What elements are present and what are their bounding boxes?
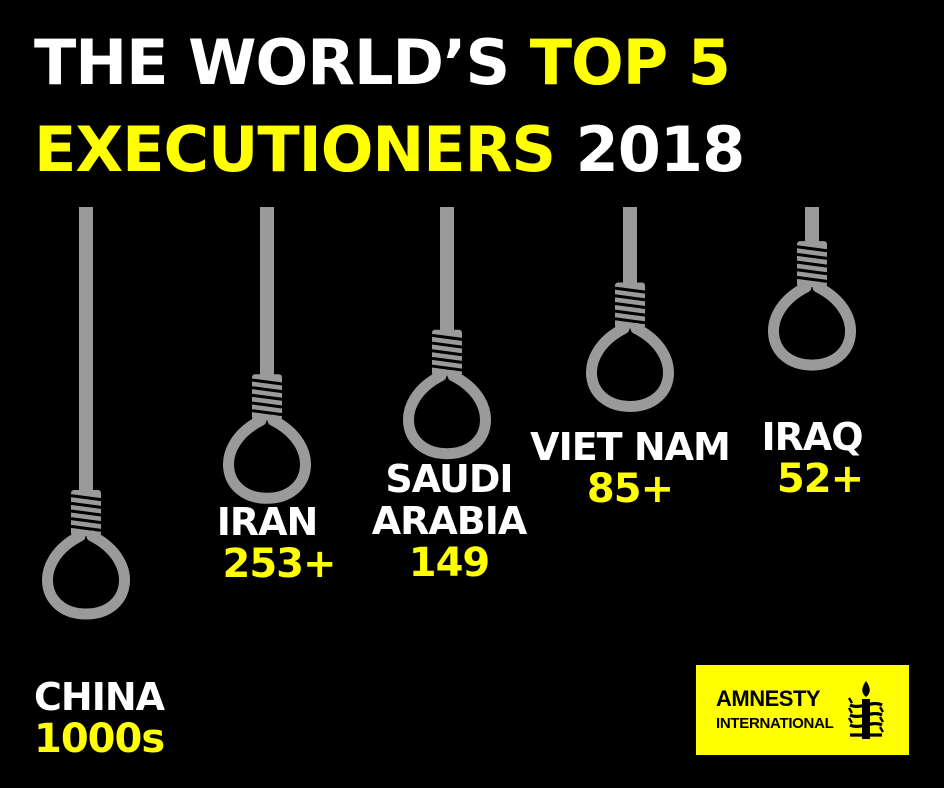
value-label-viet-nam: 85+ xyxy=(587,466,673,512)
value-label-iran: 253+ xyxy=(222,541,335,587)
logo-line-1: AMNESTY xyxy=(716,686,821,711)
rope-iraq xyxy=(805,207,819,246)
loop-saudi-arabia xyxy=(403,370,491,460)
title-line-2: EXECUTIONERS 2018 xyxy=(34,119,745,181)
country-label-saudi-arabia-2: ARABIA xyxy=(372,499,528,543)
candle-barbed-wire-icon xyxy=(847,681,885,739)
amnesty-logo: AMNESTY INTERNATIONAL xyxy=(696,665,909,755)
country-label-iran: IRAN xyxy=(217,500,318,544)
value-label-iraq: 52+ xyxy=(777,456,863,502)
title-yellow-part-1: TOP 5 xyxy=(529,26,731,99)
title-line-1: THE WORLD’S TOP 5 xyxy=(34,32,731,94)
loop-iran xyxy=(223,414,311,504)
country-label-viet-nam: VIET NAM xyxy=(530,425,730,469)
rope-china xyxy=(79,207,93,494)
value-label-saudi-arabia: 149 xyxy=(409,540,490,586)
title-white-part-2: 2018 xyxy=(555,113,746,186)
country-label-china: CHINA xyxy=(34,675,166,719)
value-label-china: 1000s xyxy=(34,716,164,762)
title-white-part-1: THE WORLD’S xyxy=(34,26,530,99)
loop-viet-nam xyxy=(586,322,674,412)
loop-china xyxy=(42,530,130,620)
title-yellow-part-2: EXECUTIONERS xyxy=(34,113,556,186)
country-label-saudi-arabia-1: SAUDI xyxy=(385,457,512,501)
rope-iran xyxy=(260,207,274,379)
loop-iraq xyxy=(768,281,856,371)
rope-saudi-arabia xyxy=(440,207,454,334)
rope-viet-nam xyxy=(623,207,637,287)
logo-line-2: INTERNATIONAL xyxy=(716,715,834,732)
country-label-iraq: IRAQ xyxy=(761,415,862,459)
